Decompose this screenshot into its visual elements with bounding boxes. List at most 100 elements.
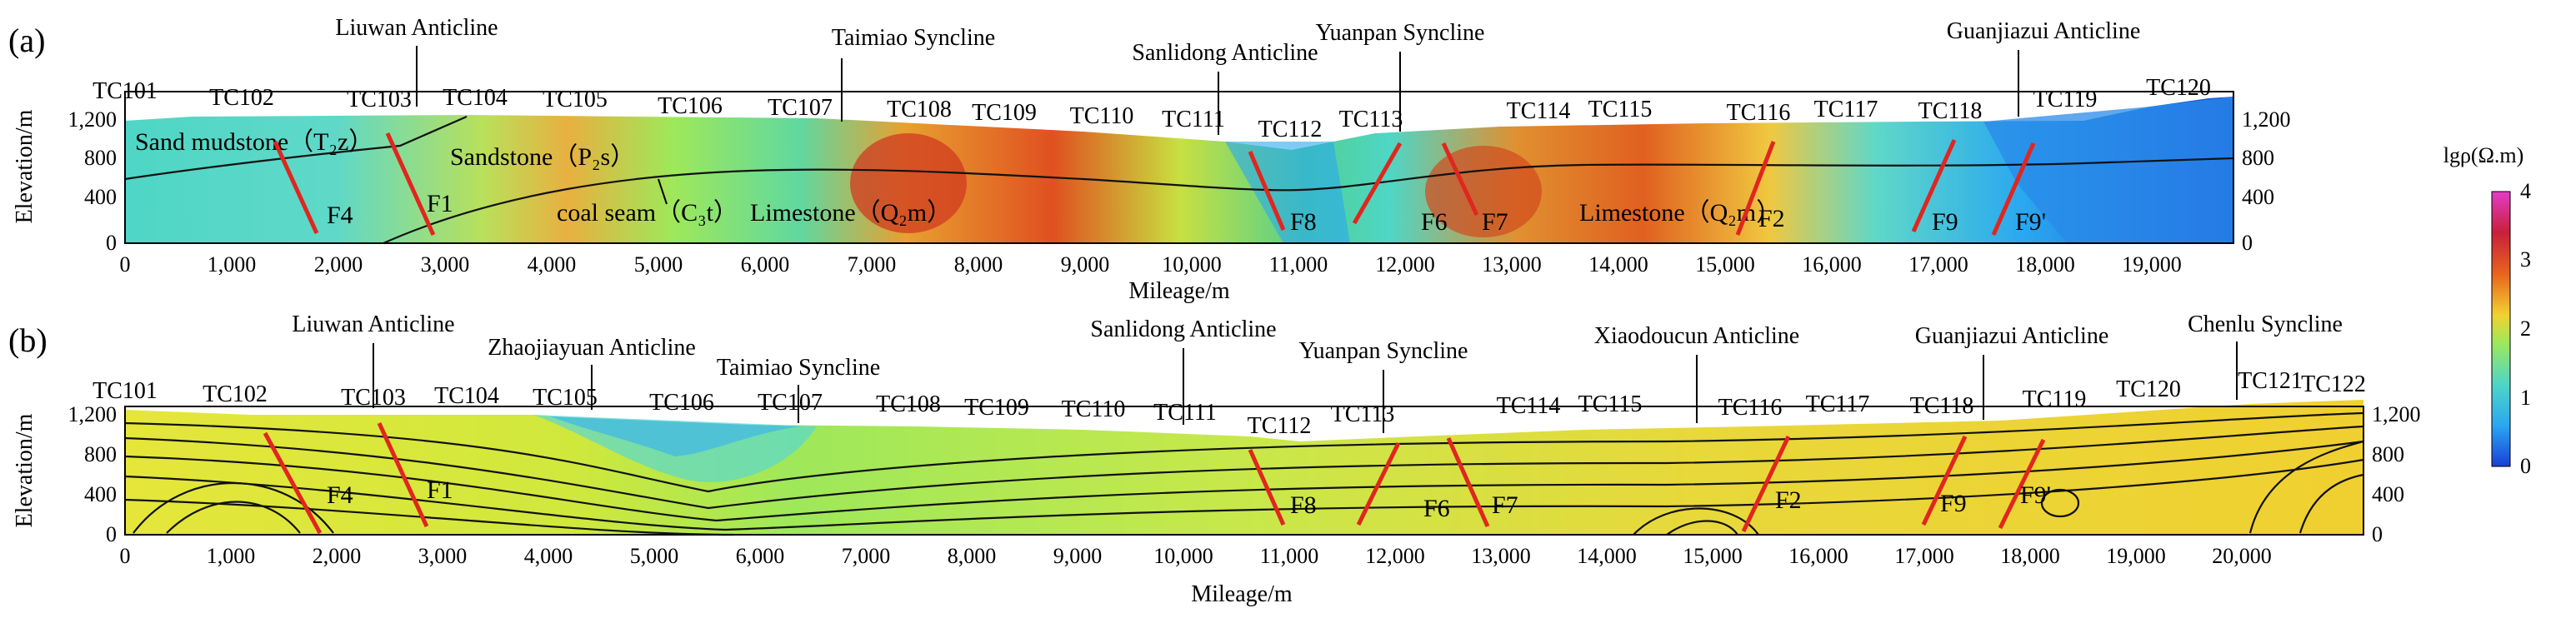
x-tick-label: 3,000 [421,252,470,277]
station-label: TC107 [768,95,833,121]
panel-b-stations: TC101 TC102 TC103 TC104 TC105 TC106 TC10… [93,368,2366,439]
fault-line [377,421,429,528]
y-tick-label: 400 [84,482,117,506]
station-label: TC116 [1727,100,1791,126]
panel-a-coal-seam-line [383,157,2234,245]
panel-b-label: (b) [8,321,48,359]
x-tick-label: 17,000 [1894,544,1954,568]
station-label: TC109 [972,100,1037,126]
fault-label: F4 [327,202,353,229]
fault-label: F8 [1290,491,1317,519]
structure-label: Chenlu Syncline [2188,312,2343,337]
fault-label: F1 [427,190,453,217]
x-tick-label: 20,000 [2212,544,2272,568]
structure-label: Guanjiazui Anticline [1915,323,2109,349]
x-tick-label: 3,000 [418,544,468,568]
y-tick-label: 0 [2372,522,2383,546]
station-label: TC120 [2116,376,2181,402]
panel-b-y-ticks-right: 0 400 800 1,200 [2372,402,2421,546]
structure-label: Zhaojiayuan Anticline [488,335,696,361]
station-label: TC122 [2301,371,2366,397]
x-tick-label: 2,000 [313,544,362,568]
station-label: TC114 [1497,393,1561,419]
panel-a-label: (a) [8,22,45,59]
fault-label: F9 [1932,208,1958,236]
x-tick-label: 10,000 [1162,252,1222,277]
station-label: TC106 [649,390,714,416]
station-label: TC104 [434,383,499,409]
fault-line [1911,138,1957,233]
structure-label: Guanjiazui Anticline [1947,18,2141,44]
station-label: TC105 [543,87,608,112]
station-label: TC110 [1062,396,1126,422]
station-label: TC110 [1070,103,1134,129]
panel-b-frame [124,406,2364,536]
fault-label: F8 [1290,208,1317,236]
fault-label: F7 [1482,208,1508,236]
x-tick-label: 5,000 [630,544,679,568]
x-tick-label: 9,000 [1053,544,1103,568]
fault-label: F7 [1492,491,1518,519]
x-tick-label: 15,000 [1695,252,1755,277]
lithology-label: Sand mudstone（T₂z） [135,128,373,156]
fault-label: F2 [1775,486,1802,514]
x-tick-label: 4,000 [524,544,573,568]
panel-b-x-title: Mileage/m [1191,581,1293,607]
y-tick-label: 0 [2242,231,2253,255]
panel-b: (b) Elevation/m Mileage/m 0 400 800 [8,312,2421,607]
colorbar-tick: 2 [2520,316,2531,341]
station-label: TC101 [93,378,158,404]
panel-a-low-resistivity-zone [1983,97,2233,243]
station-label: TC105 [533,385,598,411]
x-tick-label: 16,000 [1788,544,1848,568]
x-tick-label: 7,000 [848,252,897,277]
panel-a-lithology: Sand mudstone（T₂z） Sandstone（P₂s） coal s… [135,128,1781,227]
x-tick-label: 18,000 [2015,252,2075,277]
x-tick-label: 14,000 [1588,252,1648,277]
y-tick-label: 800 [84,146,117,170]
x-tick-label: 5,000 [634,252,683,277]
colorbar-title: lgρ(Ω.m) [2443,143,2524,167]
fault-label: F6 [1421,208,1448,236]
fault-line [1352,142,1403,225]
x-tick-label: 1,000 [207,544,256,568]
y-tick-label: 400 [2372,482,2404,506]
x-tick-label: 19,000 [2106,544,2166,568]
station-label: TC104 [443,85,508,111]
colorbar-tick: 1 [2520,386,2531,410]
fault-line [1446,436,1490,528]
station-label: TC119 [2023,386,2087,412]
fault-label: F6 [1423,495,1450,522]
station-label: TC116 [1718,395,1783,421]
panel-a-stations: TC101 TC102 TC103 TC104 TC105 TC106 TC10… [93,75,2211,142]
fault-label: F9 [1940,490,1967,517]
station-label: TC113 [1339,107,1403,132]
x-tick-label: 6,000 [736,544,785,568]
y-tick-label: 0 [106,522,117,546]
panel-b-x-ticks: 0 1,000 2,000 3,000 4,000 5,000 6,000 7,… [120,544,2272,568]
fault-line [1991,142,2036,236]
station-label: TC107 [758,390,823,416]
station-label: TC120 [2146,75,2211,101]
fault-line [1441,142,1479,217]
fault-line [1248,448,1286,526]
x-tick-label: 8,000 [948,544,997,568]
y-tick-label: 400 [84,185,117,209]
fault-line [1248,151,1286,231]
colorbar-tick: 4 [2520,179,2531,203]
station-label: TC112 [1248,413,1312,439]
panel-a-x-title: Mileage/m [1128,278,1230,304]
x-tick-label: 12,000 [1365,544,1425,568]
station-label: TC111 [1162,107,1225,132]
coal-seam-pointer [658,178,668,205]
y-tick-label: 0 [106,231,117,255]
fault-line [1735,141,1776,236]
station-label: TC112 [1258,117,1323,142]
panel-a-faults: F4 F1 F8 F6 F7 F2 F9 F9' [273,132,2046,237]
y-tick-label: 800 [84,442,117,466]
x-tick-label: 16,000 [1802,252,1862,277]
colorbar-tick: 0 [2520,454,2531,478]
panel-a-high-resistivity-zone [850,133,967,233]
panel-b-cyan-zone [533,415,817,482]
